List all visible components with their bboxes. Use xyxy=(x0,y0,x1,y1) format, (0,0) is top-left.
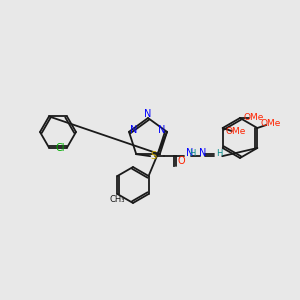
Text: N: N xyxy=(186,148,193,158)
Text: N: N xyxy=(158,125,166,135)
Text: O: O xyxy=(177,156,185,166)
Text: OMe: OMe xyxy=(226,128,246,136)
Text: OMe: OMe xyxy=(244,113,264,122)
Text: N: N xyxy=(199,148,206,158)
Text: H: H xyxy=(189,149,195,158)
Text: CH₃: CH₃ xyxy=(110,196,125,205)
Text: H: H xyxy=(216,149,222,158)
Text: OMe: OMe xyxy=(260,118,281,127)
Text: N: N xyxy=(144,109,152,119)
Text: N: N xyxy=(130,125,138,135)
Text: S: S xyxy=(150,151,156,161)
Text: Cl: Cl xyxy=(55,142,65,153)
